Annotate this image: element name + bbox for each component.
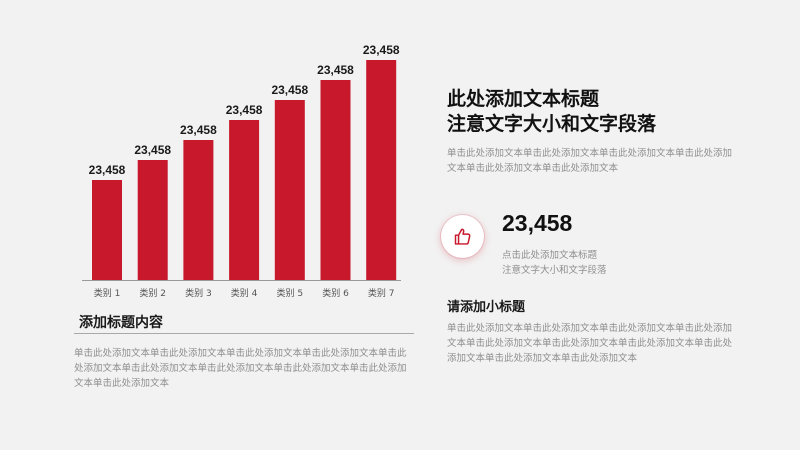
- x-tick-label-1: 类别 1: [94, 287, 121, 299]
- left-section-paragraph: 单击此处添加文本单击此处添加文本单击此处添加文本单击此处添加文本单击此处添加文本…: [74, 348, 407, 389]
- bar-chart: 23,458 类别 1 23,458 类别 2 23,458 类别 3 23,458 类别 4…: [82, 43, 401, 299]
- bar-3: [183, 140, 214, 280]
- main-title: 此处添加文本标题 注意文字大小和文字段落: [447, 87, 777, 137]
- section-divider: [74, 333, 414, 334]
- x-tick-label-4: 类别 4: [231, 287, 258, 299]
- x-tick-label-6: 类别 6: [322, 287, 349, 299]
- data-label-2: 23,458: [134, 143, 171, 157]
- bar-1: [92, 180, 122, 280]
- x-tick-label-7: 类别 7: [368, 287, 395, 299]
- data-label-1: 23,458: [89, 163, 126, 177]
- subtitle: 请添加小标题: [447, 300, 526, 315]
- bar-7: [366, 60, 397, 280]
- data-label-6: 23,458: [317, 63, 354, 77]
- bar-5: [274, 100, 305, 280]
- bar-4: [229, 120, 260, 280]
- bar-2: [137, 160, 168, 280]
- left-section-title: 添加标题内容: [79, 315, 163, 331]
- x-tick-label-2: 类别 2: [139, 287, 166, 299]
- data-label-4: 23,458: [226, 103, 263, 117]
- data-label-3: 23,458: [180, 123, 217, 137]
- x-tick-label-5: 类别 5: [277, 287, 304, 299]
- main-title-line2: 注意文字大小和文字段落: [447, 113, 657, 135]
- stat-label-title: 点击此处添加文本标题: [502, 250, 598, 261]
- stat-icon-badge: [441, 215, 484, 258]
- bar-6: [320, 80, 351, 280]
- subtitle-paragraph: 单击此处添加文本单击此处添加文本单击此处添加文本单击此处添加文本单击此处添加文本…: [447, 323, 733, 364]
- main-title-line1: 此处添加文本标题: [447, 88, 600, 110]
- thumbs-up-icon: [454, 228, 471, 245]
- stat-label-note: 注意文字大小和文字段落: [502, 265, 607, 276]
- data-label-5: 23,458: [271, 83, 308, 97]
- data-label-7: 23,458: [363, 43, 400, 57]
- stat-value: 23,458: [502, 210, 573, 236]
- intro-paragraph: 单击此处添加文本单击此处添加文本单击此处添加文本单击此处添加文本单击此处添加文本…: [447, 148, 733, 174]
- x-tick-label-3: 类别 3: [185, 287, 212, 299]
